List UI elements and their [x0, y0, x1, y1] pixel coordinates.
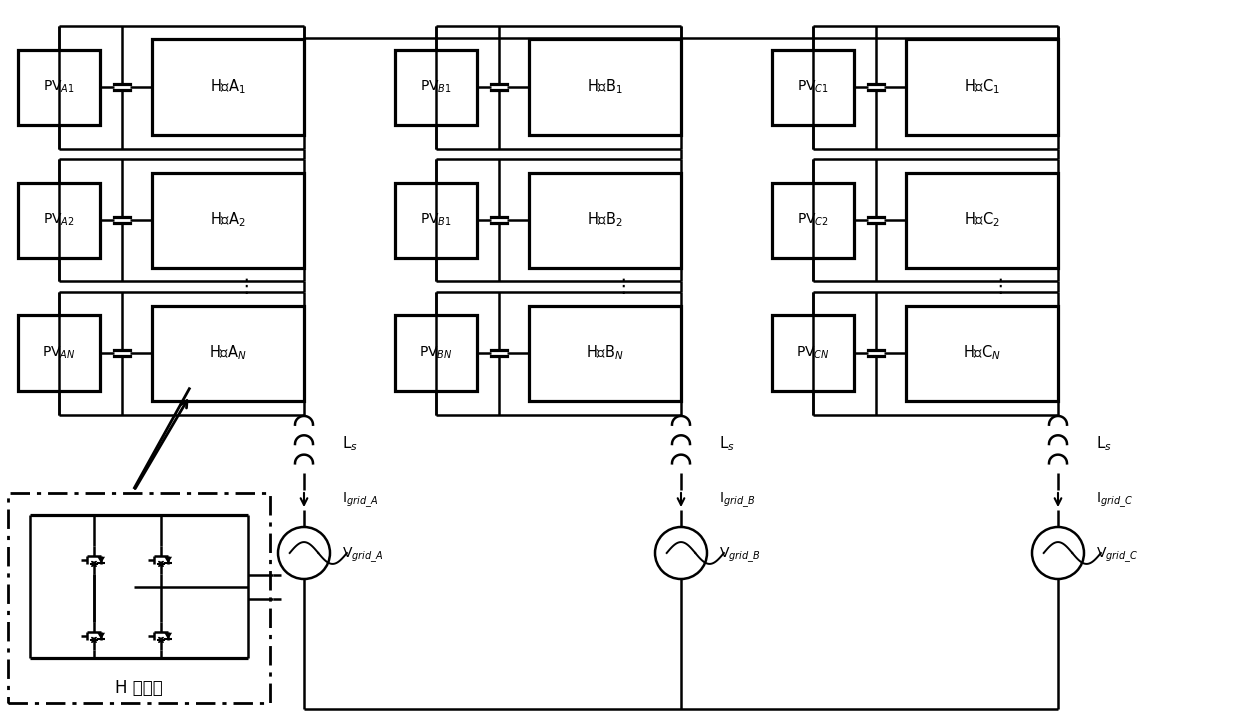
Text: PV$_{C1}$: PV$_{C1}$ — [797, 79, 830, 95]
Text: I$_{grid\_B}$: I$_{grid\_B}$ — [719, 490, 755, 510]
Text: V$_{grid\_B}$: V$_{grid\_B}$ — [719, 546, 760, 566]
Text: H桥B$_{N}$: H桥B$_{N}$ — [587, 344, 624, 362]
Bar — [19, 49, 100, 125]
Text: PV$_{B1}$: PV$_{B1}$ — [420, 212, 451, 228]
Text: H桥B$_{2}$: H桥B$_{2}$ — [587, 211, 622, 229]
Text: V$_{grid\_C}$: V$_{grid\_C}$ — [1096, 546, 1138, 566]
Polygon shape — [97, 557, 105, 563]
Bar — [773, 49, 854, 125]
Bar — [773, 315, 854, 391]
Polygon shape — [97, 633, 105, 639]
Bar — [529, 39, 681, 135]
Bar — [906, 39, 1058, 135]
Text: PV$_{B1}$: PV$_{B1}$ — [420, 79, 451, 95]
Text: PV$_{A2}$: PV$_{A2}$ — [43, 212, 74, 228]
Bar — [153, 305, 304, 400]
Bar — [529, 305, 681, 400]
Text: L$_{s}$: L$_{s}$ — [1096, 435, 1112, 453]
Bar — [396, 315, 477, 391]
Text: PV$_{C2}$: PV$_{C2}$ — [797, 212, 830, 228]
Text: I$_{grid\_A}$: I$_{grid\_A}$ — [342, 490, 378, 510]
Text: V$_{grid\_A}$: V$_{grid\_A}$ — [342, 546, 383, 566]
Text: H桥A$_{2}$: H桥A$_{2}$ — [210, 211, 246, 229]
Bar — [396, 183, 477, 257]
Bar — [19, 183, 100, 257]
Text: PV$_{CN}$: PV$_{CN}$ — [796, 345, 830, 361]
Text: H桥C$_{2}$: H桥C$_{2}$ — [963, 211, 999, 229]
Bar — [906, 173, 1058, 268]
Bar — [396, 49, 477, 125]
Text: H桥B$_{1}$: H桥B$_{1}$ — [587, 78, 622, 96]
Bar — [529, 173, 681, 268]
Text: PV$_{BN}$: PV$_{BN}$ — [419, 345, 453, 361]
Text: H桥C$_{N}$: H桥C$_{N}$ — [963, 344, 1001, 362]
Text: I$_{grid\_C}$: I$_{grid\_C}$ — [1096, 490, 1133, 510]
Text: ⋮: ⋮ — [237, 277, 255, 296]
Bar — [19, 315, 100, 391]
Text: PV$_{A1}$: PV$_{A1}$ — [43, 79, 74, 95]
Text: L$_{s}$: L$_{s}$ — [719, 435, 735, 453]
Text: ⋮: ⋮ — [614, 277, 632, 296]
Polygon shape — [164, 633, 172, 639]
Bar — [153, 39, 304, 135]
Bar — [906, 305, 1058, 400]
Text: H桥A$_{N}$: H桥A$_{N}$ — [210, 344, 247, 362]
Bar — [7, 493, 270, 703]
Polygon shape — [164, 557, 172, 563]
Text: PV$_{AN}$: PV$_{AN}$ — [42, 345, 76, 361]
Text: H桥A$_{1}$: H桥A$_{1}$ — [210, 78, 246, 96]
Text: H 桥单元: H 桥单元 — [115, 679, 162, 697]
Text: ⋮: ⋮ — [991, 277, 1011, 296]
Bar — [153, 173, 304, 268]
Text: L$_{s}$: L$_{s}$ — [342, 435, 358, 453]
Bar — [773, 183, 854, 257]
Text: H桥C$_{1}$: H桥C$_{1}$ — [963, 78, 1001, 96]
